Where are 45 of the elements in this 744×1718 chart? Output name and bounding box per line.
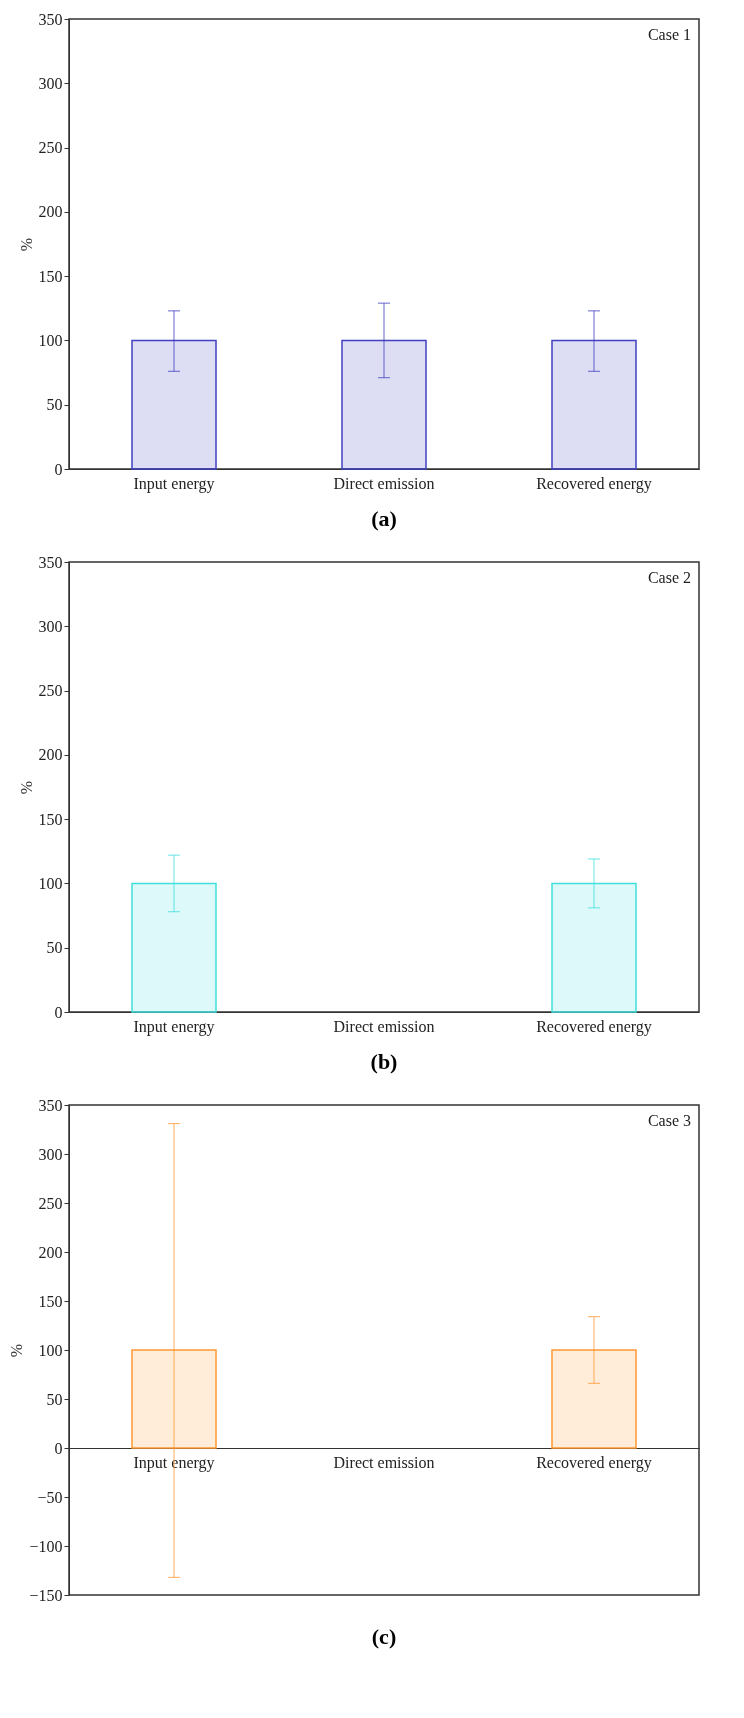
annotation: Case 2 [647, 569, 691, 586]
y-tick-label: 150 [38, 1292, 63, 1310]
y-tick-label: 200 [38, 203, 63, 221]
y-tick-label: 350 [38, 10, 63, 28]
y-tick-label: 200 [38, 746, 63, 764]
x-tick-label: Input energy [133, 474, 215, 493]
y-tick-label: 250 [38, 139, 63, 157]
y-tick-label: −50 [37, 1488, 63, 1506]
y-tick-label: 250 [38, 682, 63, 700]
x-tick-label: Input energy [133, 1453, 215, 1472]
y-tick-label: 350 [38, 1096, 63, 1114]
y-tick-label: 300 [38, 617, 63, 635]
y-tick-label: 0 [54, 1003, 63, 1021]
y-tick-label: 0 [54, 460, 63, 478]
x-tick-label: Direct emission [333, 474, 435, 492]
y-axis-title: % [17, 237, 35, 252]
x-tick-label: Direct emission [333, 1453, 435, 1471]
y-tick-label: 100 [38, 874, 63, 892]
y-tick-label: 0 [54, 1439, 63, 1457]
x-tick-label: Direct emission [333, 1017, 435, 1035]
y-tick-label: 150 [38, 267, 63, 285]
y-tick-label: 50 [46, 396, 63, 414]
x-tick-label: Recovered energy [536, 474, 652, 493]
y-tick-label: 300 [38, 74, 63, 92]
y-tick-label: 100 [38, 1341, 63, 1359]
text: (a) [371, 506, 397, 531]
y-tick-label: 300 [38, 1145, 63, 1163]
x-tick-label: Input energy [133, 1017, 215, 1036]
y-tick-label: 150 [38, 810, 63, 828]
y-axis-title: % [17, 780, 35, 795]
y-tick-label: 50 [46, 939, 63, 957]
y-tick-label: −100 [29, 1537, 63, 1555]
text: (b) [370, 1049, 398, 1074]
y-tick-label: 250 [38, 1194, 63, 1212]
y-tick-label: 100 [38, 331, 63, 349]
x-tick-label: Recovered energy [536, 1017, 652, 1036]
y-tick-label: 200 [38, 1243, 63, 1261]
x-tick-label: Recovered energy [536, 1453, 652, 1472]
annotation: Case 3 [647, 1112, 691, 1129]
text: (c) [371, 1624, 397, 1649]
y-tick-label: 50 [46, 1390, 63, 1408]
y-tick-label: −150 [29, 1586, 63, 1604]
y-axis-title: % [8, 1343, 26, 1358]
annotation: Case 1 [647, 26, 691, 43]
y-tick-label: 350 [38, 553, 63, 571]
